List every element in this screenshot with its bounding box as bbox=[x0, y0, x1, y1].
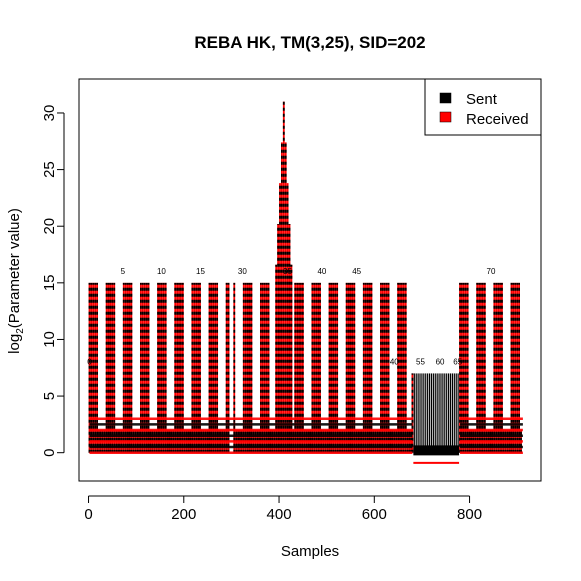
sample-label: 40 bbox=[317, 267, 326, 276]
sample-label: 35 bbox=[283, 267, 292, 276]
y-tick-label: 15 bbox=[41, 274, 58, 291]
x-tick-label: 200 bbox=[171, 506, 196, 523]
x-tick-label: 400 bbox=[267, 506, 292, 523]
x-tick-label: 800 bbox=[457, 506, 482, 523]
legend-box bbox=[424, 78, 542, 136]
sample-label: 40 bbox=[390, 357, 399, 366]
y-tick-label: 0 bbox=[41, 449, 58, 457]
sample-label: 70 bbox=[487, 267, 496, 276]
sample-label: 10 bbox=[157, 267, 166, 276]
legend: Sent Received bbox=[424, 78, 542, 136]
legend-swatch-sent bbox=[439, 92, 452, 104]
plot-frame bbox=[78, 78, 542, 482]
sample-label: 55 bbox=[416, 357, 425, 366]
y-tick-label: 20 bbox=[41, 218, 58, 235]
y-axis: 0 5 10 15 20 25 30 bbox=[41, 105, 65, 457]
y-tick-label: 30 bbox=[41, 105, 58, 122]
legend-label-received: Received bbox=[466, 111, 529, 128]
sample-label: 45 bbox=[352, 267, 361, 276]
y-axis-label-rest: (Parameter value) bbox=[6, 208, 23, 328]
sample-label: 30 bbox=[238, 267, 247, 276]
sample-label: 15 bbox=[196, 267, 205, 276]
sample-label: 60 bbox=[436, 357, 445, 366]
y-axis-label: log2(Parameter value) bbox=[6, 208, 26, 354]
plot-area: 0 5 10 15 30 35 40 45 40 55 60 65 70 bbox=[87, 101, 523, 464]
legend-swatch-received bbox=[439, 111, 452, 123]
sample-label: 5 bbox=[121, 267, 126, 276]
y-axis-label-base: log bbox=[6, 334, 23, 354]
y-axis-label-sub: 2 bbox=[15, 328, 26, 334]
y-tick-label: 10 bbox=[41, 331, 58, 348]
legend-label-sent: Sent bbox=[466, 91, 498, 108]
x-axis-label: Samples bbox=[281, 543, 339, 560]
x-tick-label: 0 bbox=[84, 506, 92, 523]
svg-text:log2(Parameter value): log2(Parameter value) bbox=[6, 208, 26, 354]
x-axis: 0 200 400 600 800 bbox=[84, 495, 482, 523]
y-tick-label: 5 bbox=[41, 392, 58, 400]
y-tick-label: 25 bbox=[41, 161, 58, 178]
sample-label: 0 bbox=[87, 357, 92, 366]
sample-label: 65 bbox=[453, 357, 462, 366]
chart-title: REBA HK, TM(3,25), SID=202 bbox=[194, 33, 425, 52]
x-tick-label: 600 bbox=[362, 506, 387, 523]
